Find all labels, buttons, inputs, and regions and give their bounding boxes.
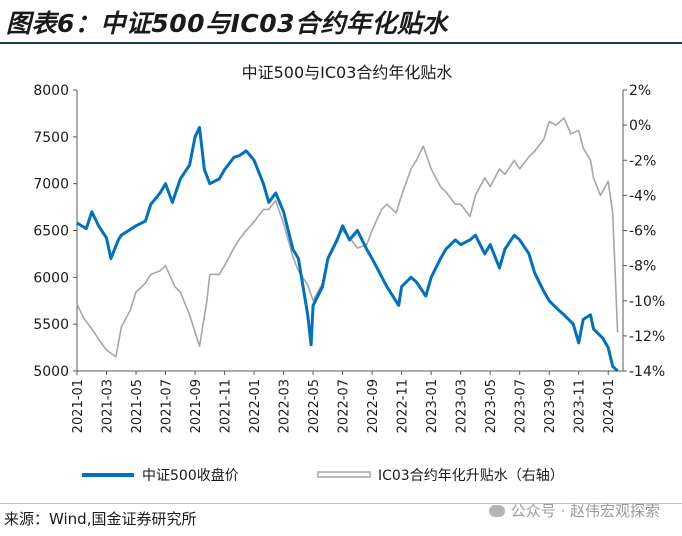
chart-title: 中证500与IC03合约年化贴水 <box>242 63 453 82</box>
left-tick-label: 6500 <box>33 224 69 240</box>
left-tick-label: 5500 <box>33 317 69 333</box>
x-tick-label: 2021-11 <box>219 379 234 433</box>
right-tick-label: -2% <box>629 153 656 169</box>
right-tick-label: -12% <box>629 329 665 345</box>
right-tick-label: -8% <box>629 259 656 275</box>
left-tick-label: 8000 <box>33 83 69 99</box>
x-tick-label: 2023-07 <box>514 379 529 433</box>
source-note: 来源：Wind,国金证券研究所 <box>4 510 197 528</box>
left-tick-label: 5000 <box>33 364 69 380</box>
x-tick-label: 2021-09 <box>189 379 204 433</box>
left-tick-label: 7000 <box>33 177 69 193</box>
x-tick-label: 2022-11 <box>396 379 411 433</box>
x-tick-label: 2023-11 <box>573 379 588 433</box>
x-tick-label: 2022-05 <box>307 379 322 433</box>
legend-label-index: 中证500收盘价 <box>142 467 239 484</box>
x-tick-label: 2021-05 <box>130 379 145 433</box>
x-tick-label: 2022-07 <box>337 379 352 433</box>
x-tick-label: 2023-01 <box>425 379 440 433</box>
x-tick-label: 2022-09 <box>366 379 381 433</box>
title-rule <box>0 42 682 44</box>
legend-label-basis: IC03合约年化升贴水（右轴） <box>378 468 564 484</box>
left-tick-label: 7500 <box>33 130 69 146</box>
right-tick-label: 0% <box>629 118 651 134</box>
x-tick-label: 2023-05 <box>484 379 499 433</box>
x-tick-label: 2021-03 <box>101 379 116 433</box>
axes: 5000 5500 6000 6500 7000 7500 8000 -14% -12% -10%… <box>33 83 665 433</box>
right-tick-label: 2% <box>629 83 651 99</box>
series-layer <box>76 117 619 373</box>
chart: 中证500与IC03合约年化贴水 5000 5500 6000 6500 7000 750… <box>33 63 665 484</box>
series-line-index <box>76 126 619 373</box>
x-tick-label: 2022-03 <box>278 379 293 433</box>
right-tick-label: -10% <box>629 294 665 310</box>
x-tick-label: 2024-01 <box>602 379 617 433</box>
x-tick-label: 2021-01 <box>71 379 86 433</box>
x-tick-label: 2023-09 <box>543 379 558 433</box>
x-tick-label: 2021-07 <box>160 379 175 433</box>
right-tick-label: -4% <box>629 188 656 204</box>
watermark-text: 公众号 · 赵伟宏观探索 <box>510 502 660 520</box>
wechat-icon <box>488 505 505 517</box>
right-tick-label: -14% <box>629 364 665 380</box>
x-tick-label: 2023-03 <box>455 379 470 433</box>
legend-swatch-basis <box>317 471 371 478</box>
figure-title: 图表6：中证500与IC03合约年化贴水 <box>6 9 449 38</box>
series-line-basis <box>76 117 619 358</box>
source-rule <box>0 503 682 504</box>
left-tick-label: 6000 <box>33 270 69 286</box>
watermark: 公众号 · 赵伟宏观探索 <box>488 500 660 521</box>
x-tick-label: 2022-01 <box>248 379 263 433</box>
right-tick-label: -6% <box>629 224 656 240</box>
legend: 中证500收盘价 IC03合约年化升贴水（右轴） <box>82 467 564 484</box>
